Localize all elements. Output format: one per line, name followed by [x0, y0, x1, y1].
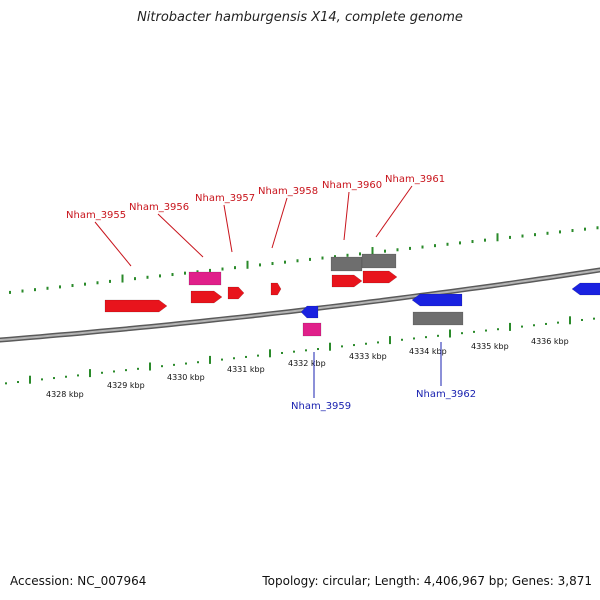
- lower-tick-row: [5, 316, 595, 385]
- gene-3962-pseudo: [412, 311, 464, 326]
- backbone: [0, 269, 600, 341]
- accession-text: Accession: NC_007964: [10, 574, 147, 588]
- leader-line: [271, 197, 288, 249]
- gene-label: Nham_3958: [258, 186, 318, 197]
- page-title: Nitrobacter hamburgensis X14, complete g…: [137, 10, 463, 25]
- gene-label: Nham_3957: [195, 193, 255, 204]
- gene-3955: [104, 299, 168, 313]
- gene-3959: [300, 305, 319, 319]
- gene-3958: [270, 282, 282, 296]
- gene-label: Nham_3960: [322, 180, 382, 191]
- gene-next: [571, 282, 600, 296]
- leader-line: [157, 213, 204, 258]
- gene-3961: [362, 270, 398, 284]
- gene-label: Nham_3959: [291, 401, 351, 412]
- gene-3962: [411, 293, 463, 307]
- gene-3959-rna: [302, 322, 322, 337]
- scale-label: 4336 kbp: [531, 337, 569, 346]
- scale-label: 4329 kbp: [107, 381, 145, 390]
- leader-line: [343, 191, 350, 241]
- scale-label: 4334 kbp: [409, 347, 447, 356]
- gene-3960-pseudo: [330, 256, 363, 272]
- gene-3960: [331, 274, 363, 288]
- scale-label: 4331 kbp: [227, 365, 265, 374]
- scale-label: 4335 kbp: [471, 342, 509, 351]
- scale-label: 4332 kbp: [288, 359, 326, 368]
- gene-label: Nham_3956: [129, 202, 189, 213]
- scale-label: 4328 kbp: [46, 390, 84, 399]
- gene-3956-rna: [188, 271, 222, 286]
- scale-label: 4333 kbp: [349, 352, 387, 361]
- scale-label: 4330 kbp: [167, 373, 205, 382]
- leader-line: [223, 204, 233, 253]
- gene-label: Nham_3961: [385, 174, 445, 185]
- leader-line: [94, 221, 132, 267]
- gene-3956: [190, 290, 223, 304]
- gene-label: Nham_3962: [416, 389, 476, 400]
- leader-line: [375, 185, 413, 238]
- gene-3961-pseudo: [361, 253, 397, 269]
- gene-3957: [227, 286, 245, 300]
- genome-summary-text: Topology: circular; Length: 4,406,967 bp…: [262, 574, 592, 588]
- gene-label: Nham_3955: [66, 210, 126, 221]
- upper-tick-row: [9, 226, 599, 294]
